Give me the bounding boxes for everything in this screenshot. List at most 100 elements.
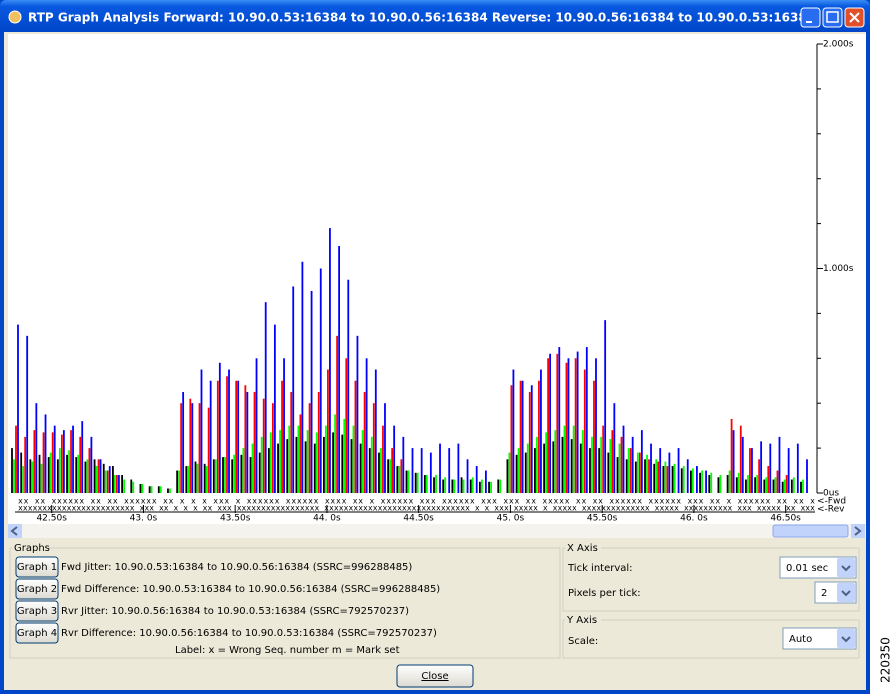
plot: 0us 1.000s 2.000s xx xx xxxxxx xx xx xxxxxx… <box>11 40 854 524</box>
bar <box>796 443 799 493</box>
bar <box>466 459 469 493</box>
bar <box>625 459 628 493</box>
y-tick-label: 2.000s <box>823 40 854 50</box>
bar <box>189 398 192 493</box>
bar <box>84 461 87 493</box>
bar <box>732 430 735 493</box>
bar <box>354 380 357 493</box>
graphs-group <box>9 547 561 659</box>
dropdown-arrow[interactable] <box>837 558 855 577</box>
dropdown-arrow[interactable] <box>837 629 855 648</box>
bar <box>121 475 123 493</box>
x-tick-label: 44.50s <box>403 514 434 524</box>
bar <box>86 459 89 493</box>
bar <box>668 452 671 493</box>
scrollbar[interactable] <box>8 524 866 538</box>
bar <box>536 436 538 493</box>
graph-list: Graph 1 Fwd Jitter: 10.90.0.53:16384 to 1… <box>15 556 440 644</box>
bar <box>719 475 722 493</box>
bar <box>579 443 582 493</box>
x-tick-label: 43.50s <box>220 514 251 524</box>
bar <box>631 436 634 493</box>
bar <box>13 459 15 493</box>
bar <box>104 470 107 493</box>
bar <box>490 481 492 493</box>
close-button[interactable] <box>396 664 474 688</box>
group-title: Y Axis <box>566 615 597 626</box>
bar <box>372 403 375 493</box>
bar <box>673 463 676 493</box>
bar <box>574 358 577 493</box>
bar <box>251 443 254 493</box>
scroll-right[interactable] <box>851 524 865 538</box>
graph-toggle-button[interactable] <box>15 622 59 644</box>
bar <box>655 459 658 493</box>
bar <box>629 448 632 493</box>
bar <box>290 391 293 493</box>
bar <box>396 466 399 493</box>
bar <box>387 459 390 493</box>
maximize-button[interactable] <box>822 7 843 28</box>
bar <box>402 436 405 493</box>
bar <box>258 452 261 493</box>
bar <box>132 481 135 493</box>
bar <box>253 391 256 493</box>
scroll-left[interactable] <box>8 524 22 538</box>
bar <box>66 454 68 493</box>
bar <box>609 439 612 493</box>
dropdown-arrow[interactable] <box>837 583 855 602</box>
bar <box>169 488 171 493</box>
scroll-thumb[interactable] <box>772 524 849 538</box>
bar <box>540 369 542 493</box>
legend-entry: Fwd Jitter: 10.90.0.53:16384 to 10.90.0.… <box>61 562 412 573</box>
graph-toggle-button[interactable] <box>15 600 59 622</box>
bar <box>644 459 646 493</box>
bar <box>79 436 82 493</box>
bar <box>484 470 487 493</box>
bar <box>228 369 230 493</box>
app-icon <box>8 10 22 24</box>
bar <box>313 443 316 493</box>
bar <box>338 246 341 493</box>
bar <box>102 463 105 493</box>
bar <box>585 347 588 493</box>
bar <box>299 414 302 493</box>
bar <box>116 475 118 493</box>
y-tick-label: 1.000s <box>823 264 854 274</box>
bar <box>279 430 281 493</box>
bar <box>741 436 744 493</box>
minimize-button[interactable] <box>800 7 821 28</box>
bar <box>231 459 234 493</box>
bar <box>118 475 120 493</box>
bar <box>95 466 98 493</box>
bar <box>182 391 185 493</box>
bar <box>347 279 350 493</box>
bar <box>576 351 579 493</box>
bar <box>363 391 366 493</box>
bar <box>49 452 52 493</box>
bar <box>44 414 47 493</box>
bar <box>112 466 114 493</box>
bar <box>735 477 738 493</box>
bar <box>526 443 529 493</box>
bar <box>70 430 72 493</box>
legend-entry: Rvr Jitter: 10.90.0.56:16384 to 10.90.0.… <box>61 606 409 617</box>
bar <box>207 407 210 493</box>
bar <box>414 472 417 493</box>
fwd-marker: <-Fwd <box>817 497 846 507</box>
bar <box>26 335 29 493</box>
bar <box>423 475 426 493</box>
bar <box>554 430 557 493</box>
bar <box>286 439 289 493</box>
bar <box>106 470 109 493</box>
bar <box>705 470 707 493</box>
bar <box>638 452 641 493</box>
bar <box>666 466 669 493</box>
graph-toggle-button[interactable] <box>15 578 59 600</box>
bar <box>77 454 80 493</box>
bar <box>365 358 368 493</box>
bar <box>416 472 419 493</box>
bar <box>598 448 601 493</box>
field-label: Tick interval: <box>567 563 633 574</box>
graph-toggle-button[interactable] <box>15 556 59 578</box>
